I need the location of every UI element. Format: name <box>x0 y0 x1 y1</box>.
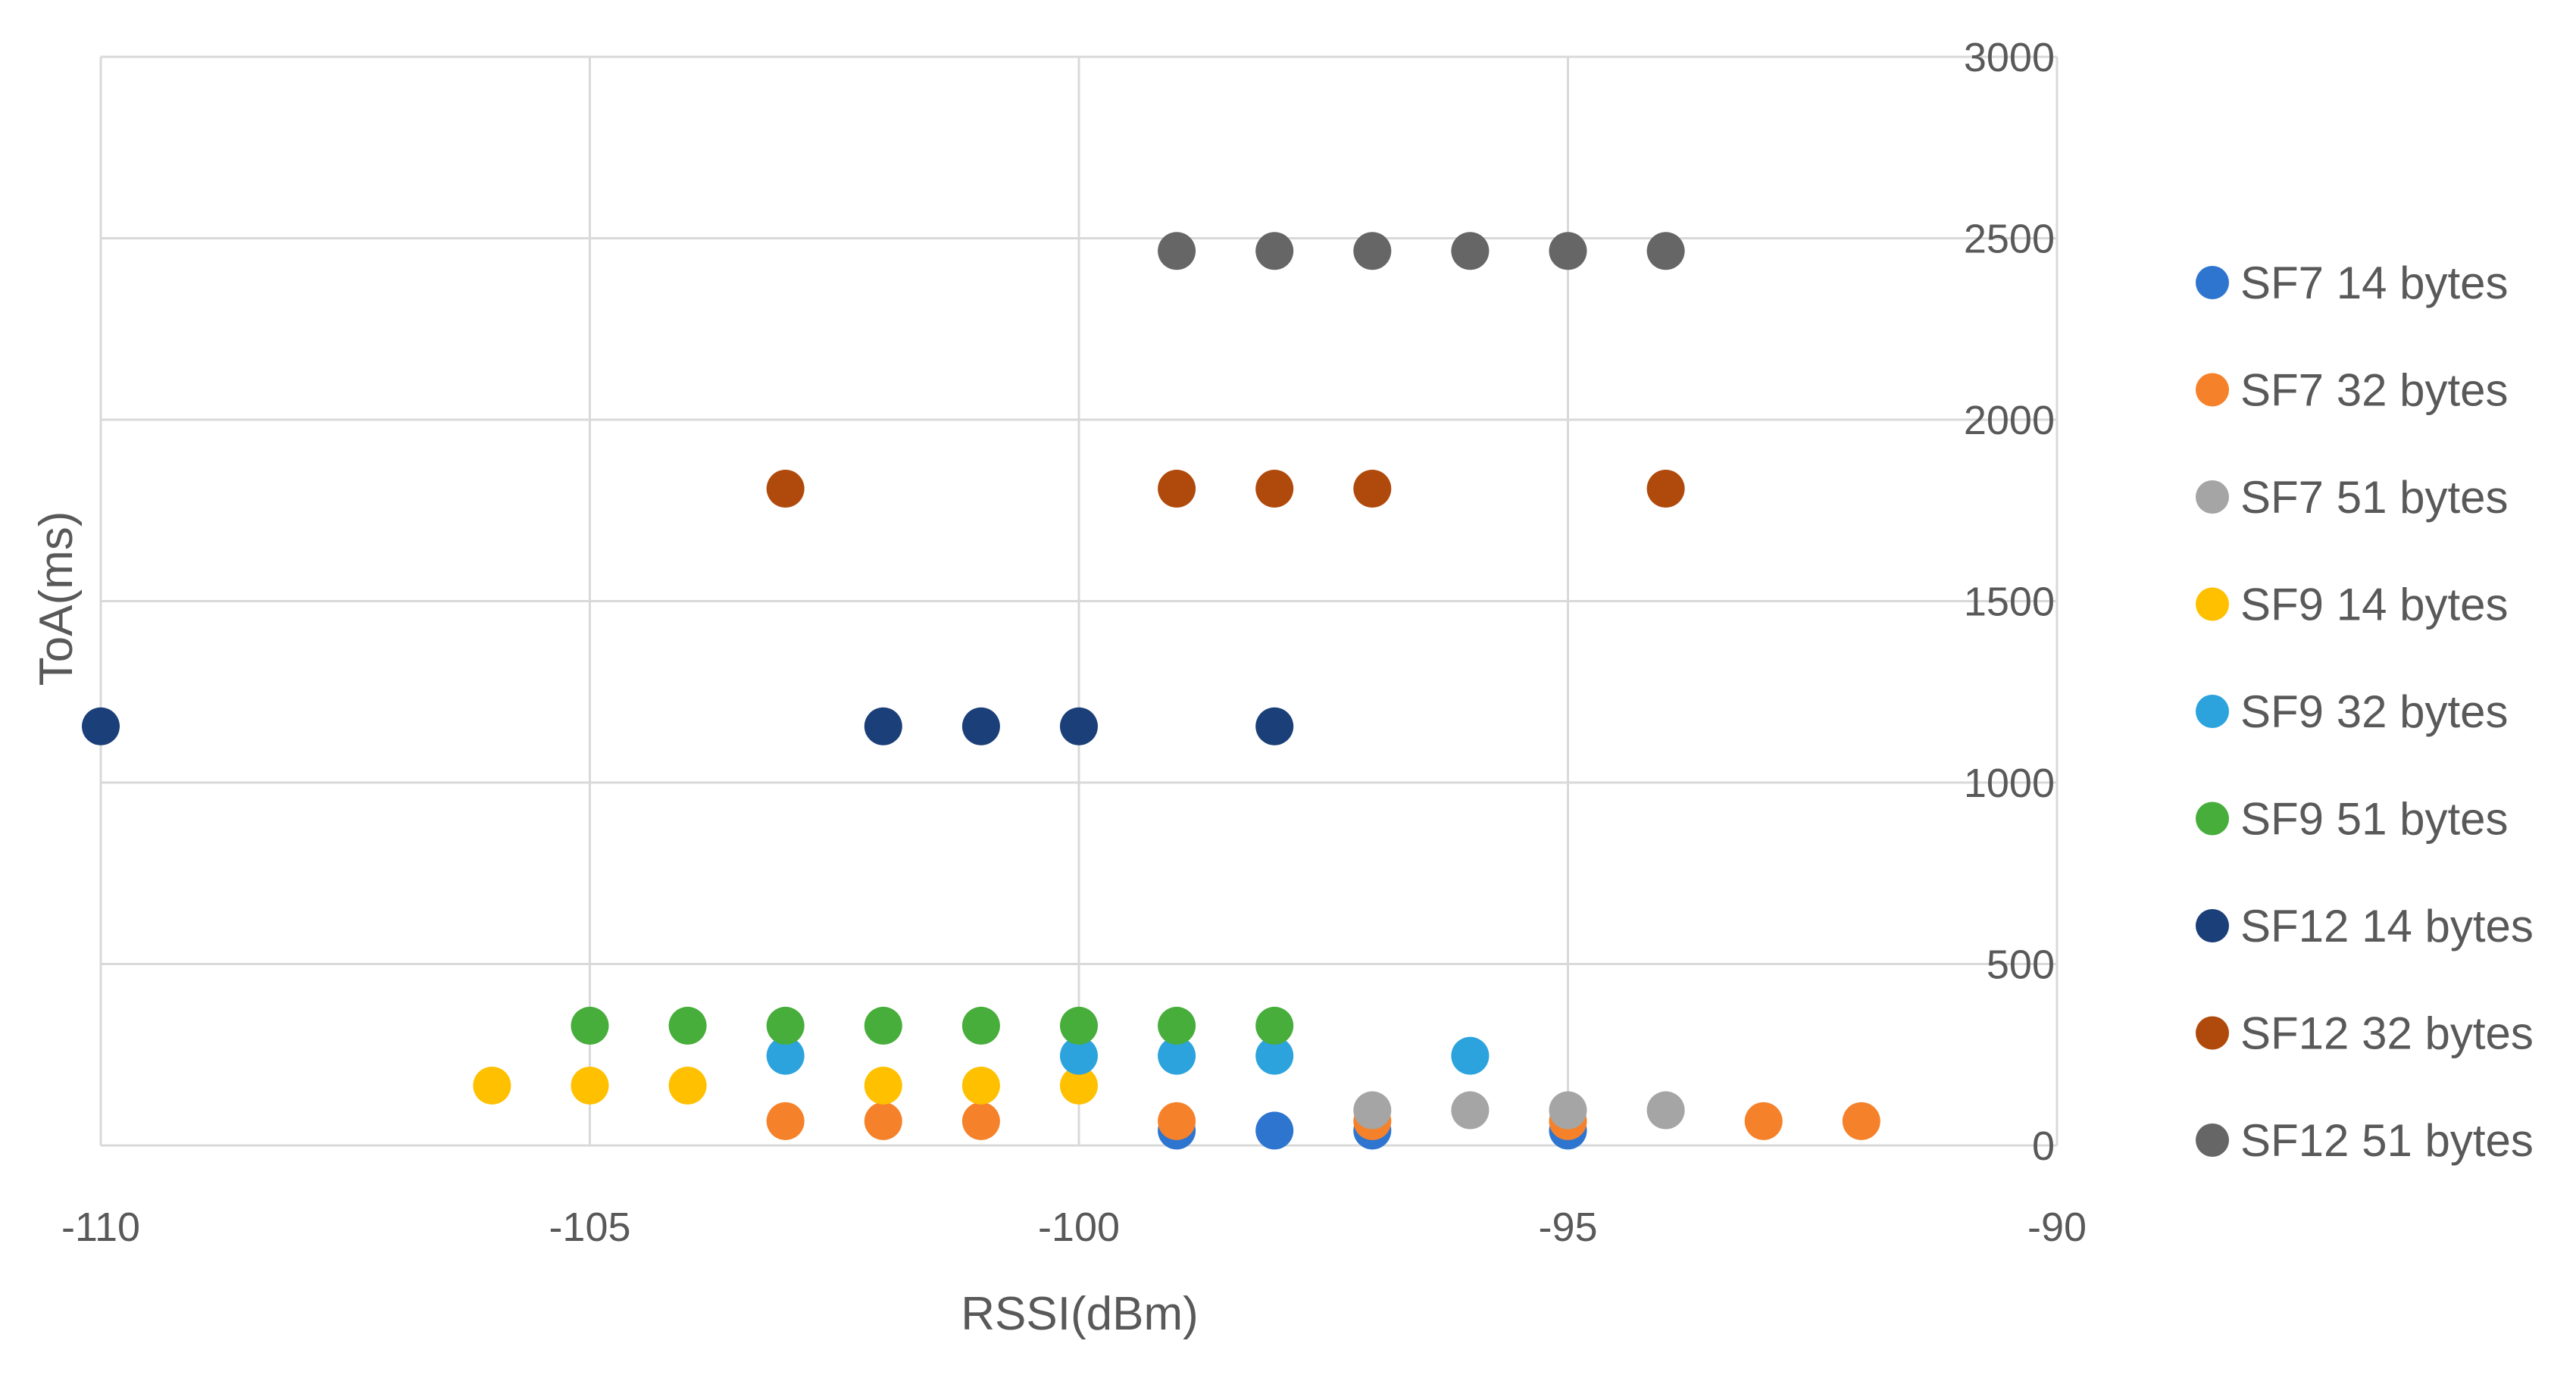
legend-entry: SF7 14 bytes <box>2196 258 2509 308</box>
legend-marker <box>2196 1016 2229 1050</box>
data-point-sf7-32-bytes <box>766 1102 805 1140</box>
legend-marker <box>2196 909 2229 942</box>
y-tick-label: 1500 <box>1964 580 2055 625</box>
data-point-sf12-32-bytes <box>1353 470 1392 508</box>
data-point-sf9-51-bytes <box>571 1006 609 1045</box>
legend-marker <box>2196 587 2229 621</box>
data-point-sf9-51-bytes <box>1255 1006 1294 1045</box>
data-point-sf7-32-bytes <box>864 1102 902 1140</box>
data-point-sf9-14-bytes <box>961 1066 1000 1105</box>
data-point-sf9-51-bytes <box>1060 1006 1098 1045</box>
data-point-sf9-14-bytes <box>864 1066 902 1105</box>
legend-label: SF12 32 bytes <box>2240 1008 2534 1059</box>
legend-label: SF12 51 bytes <box>2240 1115 2534 1166</box>
legend-label: SF7 14 bytes <box>2240 258 2509 308</box>
legend-label: SF7 32 bytes <box>2240 365 2509 416</box>
x-tick-label: -100 <box>1038 1205 1120 1250</box>
legend-entry: SF9 51 bytes <box>2196 794 2509 845</box>
legend-entry: SF12 32 bytes <box>2196 1008 2534 1059</box>
legend-marker <box>2196 802 2229 836</box>
x-tick-label: -90 <box>2027 1205 2087 1250</box>
data-point-sf9-51-bytes <box>1158 1006 1196 1045</box>
y-tick-label: 2500 <box>1964 217 2055 262</box>
x-tick-label: -110 <box>61 1205 140 1250</box>
data-point-sf7-32-bytes <box>1842 1102 1880 1140</box>
y-tick-label: 0 <box>2032 1123 2055 1169</box>
legend-entry: SF9 32 bytes <box>2196 686 2509 737</box>
data-point-sf9-32-bytes <box>1451 1036 1490 1075</box>
data-point-sf9-14-bytes <box>668 1066 707 1105</box>
data-point-sf7-32-bytes <box>1158 1102 1196 1140</box>
legend-entry: SF9 14 bytes <box>2196 580 2509 630</box>
legend-entry: SF12 51 bytes <box>2196 1115 2534 1166</box>
data-point-sf12-51-bytes <box>1255 232 1294 270</box>
legend-marker <box>2196 480 2229 514</box>
data-point-sf7-14-bytes <box>1255 1111 1294 1150</box>
tick-labels: -110 -105 -100 -95 -90 0 500 1000 1500 2000 2500 30… <box>61 35 2087 1250</box>
legend-entry: SF7 51 bytes <box>2196 472 2509 523</box>
legend-marker <box>2196 373 2229 407</box>
legend: SF7 14 bytes SF7 32 bytes SF7 51 bytes SF9 … <box>2196 258 2534 1166</box>
data-point-sf9-32-bytes <box>1060 1036 1098 1075</box>
data-point-sf9-14-bytes <box>1060 1066 1098 1105</box>
legend-marker <box>2196 695 2229 728</box>
data-point-sf12-51-bytes <box>1158 232 1196 270</box>
data-point-sf9-32-bytes <box>1255 1036 1294 1075</box>
data-point-sf7-51-bytes <box>1549 1091 1587 1130</box>
x-axis-title: RSSI(dBm) <box>961 1288 1198 1340</box>
data-point-sf7-51-bytes <box>1353 1091 1392 1130</box>
legend-marker <box>2196 266 2229 299</box>
data-point-sf9-32-bytes <box>1158 1036 1196 1075</box>
data-point-sf12-14-bytes <box>1255 707 1294 745</box>
data-point-sf9-51-bytes <box>766 1006 805 1045</box>
data-point-sf9-14-bytes <box>571 1066 609 1105</box>
data-point-sf12-14-bytes <box>1060 707 1098 745</box>
data-points <box>82 232 1880 1150</box>
data-point-sf12-51-bytes <box>1549 232 1587 270</box>
legend-label: SF9 32 bytes <box>2240 686 2509 737</box>
legend-label: SF9 51 bytes <box>2240 794 2509 845</box>
data-point-sf12-32-bytes <box>1158 470 1196 508</box>
y-tick-label: 1000 <box>1964 761 2055 806</box>
data-point-sf9-51-bytes <box>864 1006 902 1045</box>
data-point-sf9-51-bytes <box>668 1006 707 1045</box>
data-point-sf9-51-bytes <box>961 1006 1000 1045</box>
data-point-sf7-32-bytes <box>1744 1102 1783 1140</box>
data-point-sf7-32-bytes <box>961 1102 1000 1140</box>
y-tick-label: 3000 <box>1964 35 2055 80</box>
data-point-sf12-32-bytes <box>766 470 805 508</box>
legend-entry: SF12 14 bytes <box>2196 901 2534 952</box>
data-point-sf12-14-bytes <box>82 707 120 745</box>
data-point-sf7-51-bytes <box>1646 1091 1685 1130</box>
y-tick-label: 500 <box>1987 942 2055 988</box>
legend-entry: SF7 32 bytes <box>2196 365 2509 416</box>
data-point-sf12-51-bytes <box>1646 232 1685 270</box>
data-point-sf9-14-bytes <box>473 1066 511 1105</box>
legend-label: SF12 14 bytes <box>2240 901 2534 952</box>
gridlines <box>99 55 2059 1147</box>
y-tick-label: 2000 <box>1964 398 2055 443</box>
data-point-sf12-32-bytes <box>1255 470 1294 508</box>
data-point-sf12-32-bytes <box>1646 470 1685 508</box>
data-point-sf9-32-bytes <box>766 1036 805 1075</box>
data-point-sf12-14-bytes <box>864 707 902 745</box>
legend-label: SF7 51 bytes <box>2240 472 2509 523</box>
data-point-sf7-51-bytes <box>1451 1091 1490 1130</box>
x-tick-label: -95 <box>1538 1205 1597 1250</box>
x-tick-label: -105 <box>549 1205 630 1250</box>
data-point-sf12-51-bytes <box>1451 232 1490 270</box>
y-axis-title: ToA(ms) <box>30 511 83 686</box>
data-point-sf12-14-bytes <box>961 707 1000 745</box>
legend-label: SF9 14 bytes <box>2240 580 2509 630</box>
data-point-sf12-51-bytes <box>1353 232 1392 270</box>
legend-marker <box>2196 1123 2229 1157</box>
